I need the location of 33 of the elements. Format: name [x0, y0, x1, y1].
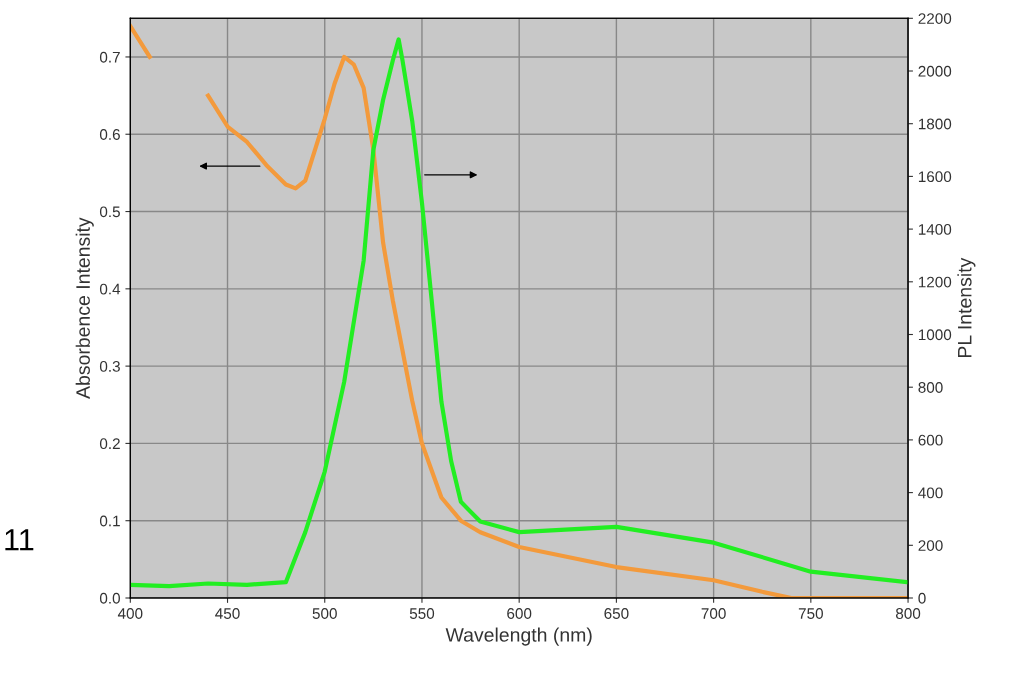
x-tick-label: 400: [117, 608, 143, 619]
y2-tick-label: 800: [918, 382, 943, 393]
y2-tick-label: 1000: [918, 329, 952, 341]
y-tick-label: 0.4: [99, 283, 121, 295]
x-tick-label: 750: [798, 608, 823, 619]
y-tick-label: 0.2: [99, 438, 120, 450]
y-tick-label: 0.1: [99, 515, 120, 527]
y2-axis-title: PL Intensity: [957, 257, 976, 357]
y2-tick-label: 1200: [918, 276, 952, 288]
y2-tick-label: 0: [918, 592, 926, 604]
x-tick-label: 700: [701, 608, 726, 619]
y-tick-label: 0.0: [99, 592, 120, 604]
y2-tick-label: 600: [918, 434, 943, 446]
x-tick-label: 800: [895, 608, 921, 619]
y-tick-label: 0.6: [99, 129, 120, 140]
y2-tick-label: 400: [918, 487, 943, 499]
x-tick-label: 450: [215, 608, 240, 619]
y-tick-label: 0.3: [99, 360, 120, 372]
y2-tick-label: 1600: [918, 171, 952, 183]
y2-tick-label: 2000: [918, 65, 952, 77]
y2-tick-label: 2200: [918, 13, 952, 24]
y-tick-label: 0.5: [99, 206, 120, 218]
x-tick-label: 550: [409, 608, 435, 619]
x-axis-title: Wavelength (nm): [445, 627, 592, 646]
x-tick-label: 650: [604, 608, 629, 619]
text: 11: [5, 529, 34, 551]
x-tick-label: 500: [312, 608, 337, 619]
y2-tick-label: 200: [918, 540, 943, 551]
y-axis-title: Absorbence Intensity: [75, 217, 94, 399]
y2-tick-label: 1800: [918, 118, 952, 130]
y2-tick-label: 1400: [918, 223, 952, 235]
x-tick-label: 600: [507, 608, 532, 619]
y-tick-label: 0.7: [99, 51, 120, 63]
